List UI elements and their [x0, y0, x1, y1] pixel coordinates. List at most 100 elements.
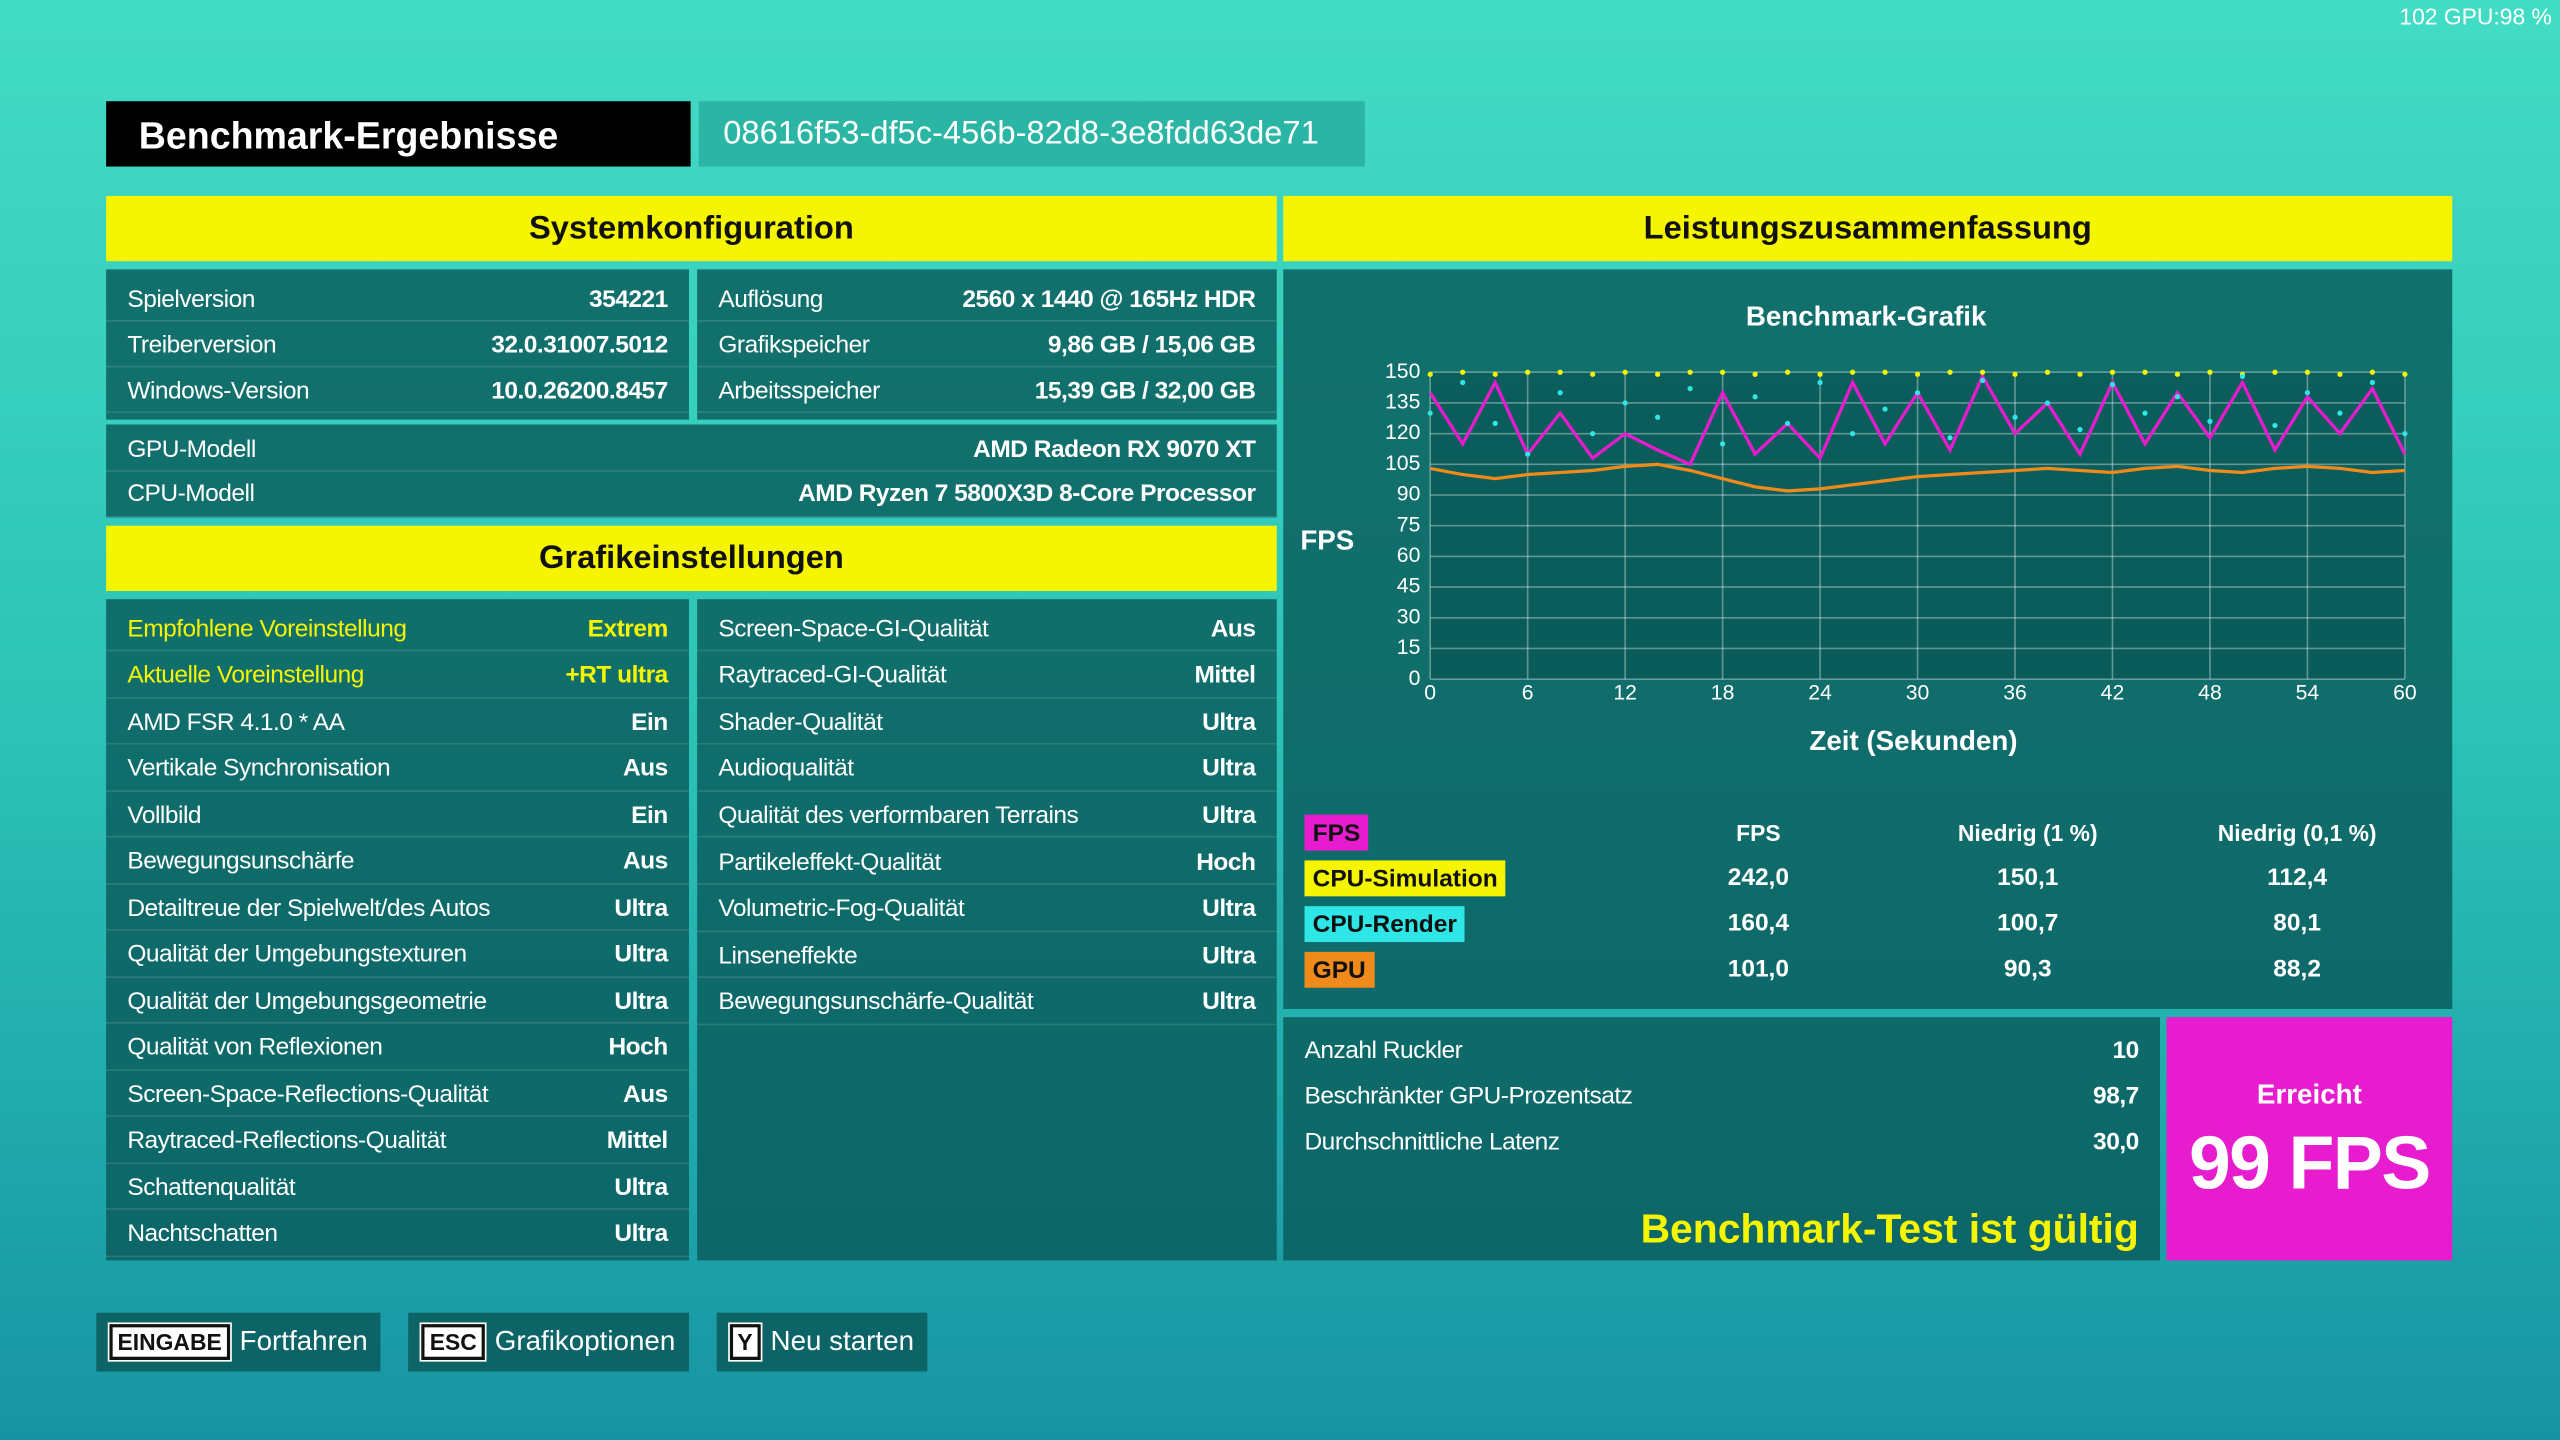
setting-row: Volumetric-Fog-Qualität Ultra — [697, 887, 1277, 932]
setting-label: Bewegungsunschärfe — [127, 847, 355, 876]
column-header: Niedrig (1 %) — [1957, 819, 2098, 846]
setting-label: Beschränkter GPU-Prozentsatz — [1304, 1081, 1633, 1110]
panel: Empfohlene Voreinstellung Extrem Aktuelle … — [106, 599, 689, 1261]
setting-label: Auflösung — [718, 284, 823, 313]
setting-value: Ultra — [1202, 754, 1256, 783]
setting-row: Qualität der Umgebungsgeometrie Ultra — [106, 980, 689, 1024]
setting-label: Linseneffekte — [718, 941, 858, 970]
table-value: 112,4 — [2267, 863, 2328, 892]
setting-label: Screen-Space-GI-Qualität — [718, 614, 989, 643]
panel: FPS FPS Niedrig (1 %) Niedrig (0,1 %) CPU-Si… — [1283, 269, 2453, 1009]
setting-row: Beschränkter GPU-Prozentsatz 98,7 — [1283, 1074, 2160, 1116]
setting-label: Screen-Space-Reflections-Qualität — [127, 1079, 489, 1108]
setting-label: Treiberversion — [127, 330, 277, 359]
panel: GPU-Modell AMD Radeon RX 9070 XT CPU-Model… — [106, 424, 1277, 518]
setting-label: Schattenqualität — [127, 1173, 296, 1201]
setting-row: Qualität von Reflexionen Hoch — [106, 1026, 689, 1071]
setting-value: Hoch — [608, 1033, 668, 1062]
setting-value: Hoch — [1196, 848, 1256, 876]
setting-value: +RT ultra — [565, 661, 668, 689]
table-value: 101,0 — [1727, 955, 1790, 983]
setting-row: Partikeleffekt-Qualität Hoch — [697, 841, 1277, 885]
setting-label: Audioqualität — [718, 754, 854, 783]
legend-badge: FPS — [1304, 814, 1369, 851]
benchmark-id: 08616f53-df5c-456b-82d8-3e8fdd63de71 — [698, 101, 1365, 167]
setting-value: Ultra — [1202, 801, 1256, 830]
setting-row: Spielversion 354221 — [106, 278, 689, 322]
setting-value: Ultra — [1202, 894, 1256, 923]
button-bar: EINGABE Fortfahren ESC Grafikoptionen Y Neu s… — [96, 1312, 928, 1372]
button[interactable]: EINGABE Fortfahren — [96, 1312, 381, 1372]
setting-row: Schattenqualität Ultra — [106, 1166, 689, 1210]
setting-row: Shader-Qualität Ultra — [697, 701, 1277, 745]
button-label: Fortfahren — [239, 1325, 368, 1357]
setting-value: Aus — [1210, 614, 1256, 643]
button[interactable]: ESC Grafikoptionen — [408, 1312, 689, 1372]
setting-value: Ein — [631, 800, 668, 829]
button-label: Neu starten — [770, 1325, 915, 1357]
section-header: Leistungszusammenfassung — [1283, 195, 2453, 262]
setting-row: CPU-Modell AMD Ryzen 7 5800X3D 8-Core Pro… — [106, 473, 1277, 517]
setting-row: Treiberversion 32.0.31007.5012 — [106, 323, 689, 368]
valid-text: Benchmark-Test ist gültig — [1640, 1206, 2139, 1253]
setting-value: Ultra — [1202, 941, 1256, 970]
setting-label: Aktuelle Voreinstellung — [127, 661, 364, 689]
setting-value: 15,39 GB / 32,00 GB — [1034, 376, 1256, 405]
setting-value: 2560 x 1440 @ 165Hz HDR — [962, 284, 1256, 313]
setting-label: Partikeleffekt-Qualität — [718, 848, 941, 876]
setting-row: Auflösung 2560 x 1440 @ 165Hz HDR — [697, 278, 1277, 322]
setting-label: AMD FSR 4.1.0 * AA — [127, 707, 345, 736]
panel: Spielversion 354221 Treiberversion 32.0.310… — [106, 269, 689, 420]
setting-label: Shader-Qualität — [718, 708, 883, 736]
column-header: FPS — [1736, 819, 1781, 846]
setting-label: Qualität der Umgebungstexturen — [127, 940, 467, 969]
table-value: 100,7 — [1997, 909, 2059, 938]
setting-label: Empfohlene Voreinstellung — [127, 614, 407, 643]
setting-row: GPU-Modell AMD Radeon RX 9070 XT — [106, 428, 1277, 472]
setting-value: Aus — [622, 847, 668, 876]
table-value: 242,0 — [1727, 863, 1790, 892]
setting-row: AMD FSR 4.1.0 * AA Ein — [106, 700, 689, 745]
setting-row: Empfohlene Voreinstellung Extrem — [106, 607, 689, 652]
setting-value: Ultra — [614, 940, 668, 969]
button-label: Grafikoptionen — [494, 1325, 676, 1357]
table-value: 80,1 — [2273, 909, 2321, 938]
setting-label: Qualität der Umgebungsgeometrie — [127, 986, 487, 1015]
setting-label: Arbeitsspeicher — [718, 376, 880, 405]
setting-row: Detailtreue der Spielwelt/des Autos Ultra — [106, 887, 689, 931]
setting-label: Vollbild — [127, 800, 202, 829]
achieved-label: Erreicht — [2256, 1079, 2362, 1111]
setting-label: Nachtschatten — [127, 1219, 278, 1248]
setting-row: Raytraced-GI-Qualität Mittel — [697, 654, 1277, 699]
setting-row: Bewegungsunschärfe-Qualität Ultra — [697, 981, 1277, 1025]
setting-value: AMD Radeon RX 9070 XT — [973, 435, 1256, 463]
key-label: ESC — [419, 1322, 487, 1362]
setting-value: Ultra — [614, 986, 668, 1015]
overlay: 102 GPU:98 % — [2399, 3, 2552, 30]
setting-row: Nachtschatten Ultra — [106, 1212, 689, 1257]
setting-row: Qualität des verformbaren Terrains Ultra — [697, 794, 1277, 839]
setting-label: Spielversion — [127, 284, 255, 313]
key-label: Y — [727, 1322, 763, 1362]
button[interactable]: Y Neu starten — [716, 1312, 928, 1372]
legend-badge: CPU-Simulation — [1304, 860, 1506, 897]
table-value: 90,3 — [2003, 955, 2052, 983]
setting-label: Qualität von Reflexionen — [127, 1033, 383, 1062]
setting-value: 32.0.31007.5012 — [491, 330, 668, 359]
setting-label: Durchschnittliche Latenz — [1304, 1127, 1560, 1156]
setting-value: 9,86 GB / 15,06 GB — [1047, 330, 1256, 359]
setting-value: Ultra — [614, 1219, 668, 1248]
setting-value: Aus — [622, 754, 668, 783]
setting-label: Windows-Version — [127, 376, 310, 405]
setting-value: 10 — [2112, 1035, 2139, 1064]
setting-row: Bewegungsunschärfe Aus — [106, 840, 689, 885]
setting-label: CPU-Modell — [127, 479, 255, 508]
setting-value: Extrem — [587, 614, 669, 643]
setting-value: Aus — [622, 1079, 668, 1108]
setting-label: Detailtreue der Spielwelt/des Autos — [127, 893, 491, 922]
achieved-value: 99 FPS — [2189, 1119, 2431, 1205]
column-header: Niedrig (0,1 %) — [2217, 819, 2377, 846]
key-label: EINGABE — [107, 1322, 232, 1362]
table-value: 150,1 — [1997, 863, 2059, 892]
